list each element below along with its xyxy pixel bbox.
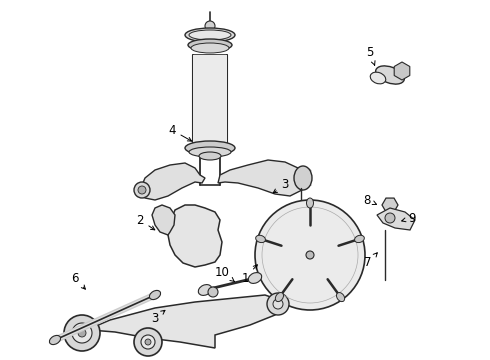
Ellipse shape xyxy=(189,30,231,40)
Circle shape xyxy=(138,186,146,194)
Ellipse shape xyxy=(198,285,212,296)
Text: 10: 10 xyxy=(215,266,235,282)
Ellipse shape xyxy=(256,235,266,243)
Ellipse shape xyxy=(185,141,235,155)
Text: 8: 8 xyxy=(363,194,376,207)
Circle shape xyxy=(385,213,395,223)
Polygon shape xyxy=(152,205,175,235)
Ellipse shape xyxy=(189,147,231,157)
Ellipse shape xyxy=(199,152,221,160)
Circle shape xyxy=(134,328,162,356)
Circle shape xyxy=(255,200,365,310)
Polygon shape xyxy=(75,295,285,348)
Polygon shape xyxy=(193,55,227,148)
Ellipse shape xyxy=(337,293,344,302)
Ellipse shape xyxy=(185,28,235,42)
Polygon shape xyxy=(394,62,410,80)
Text: 3: 3 xyxy=(273,179,289,193)
Text: 9: 9 xyxy=(402,211,416,225)
Text: 1: 1 xyxy=(241,265,257,284)
Ellipse shape xyxy=(355,235,365,243)
Ellipse shape xyxy=(149,291,161,300)
Ellipse shape xyxy=(275,293,284,302)
Text: 6: 6 xyxy=(71,271,85,289)
Circle shape xyxy=(273,299,283,309)
Text: 5: 5 xyxy=(367,46,375,65)
Text: 3: 3 xyxy=(151,310,165,324)
Ellipse shape xyxy=(248,273,262,283)
Circle shape xyxy=(134,182,150,198)
Circle shape xyxy=(72,323,92,343)
Ellipse shape xyxy=(188,39,232,51)
Ellipse shape xyxy=(307,198,314,208)
Text: 4: 4 xyxy=(168,123,192,141)
Circle shape xyxy=(78,329,86,337)
Polygon shape xyxy=(382,198,398,212)
Ellipse shape xyxy=(49,336,61,345)
Circle shape xyxy=(208,287,218,297)
Ellipse shape xyxy=(370,72,386,84)
Circle shape xyxy=(306,251,314,259)
Circle shape xyxy=(267,293,289,315)
Ellipse shape xyxy=(294,166,312,190)
Circle shape xyxy=(64,315,100,351)
Polygon shape xyxy=(140,163,205,200)
Ellipse shape xyxy=(376,66,404,84)
Polygon shape xyxy=(168,205,222,267)
Ellipse shape xyxy=(191,43,229,53)
Circle shape xyxy=(141,335,155,349)
Polygon shape xyxy=(218,160,305,196)
Polygon shape xyxy=(377,208,415,230)
Text: 2: 2 xyxy=(136,213,155,230)
Circle shape xyxy=(145,339,151,345)
Text: 7: 7 xyxy=(364,253,377,270)
Circle shape xyxy=(205,21,215,31)
